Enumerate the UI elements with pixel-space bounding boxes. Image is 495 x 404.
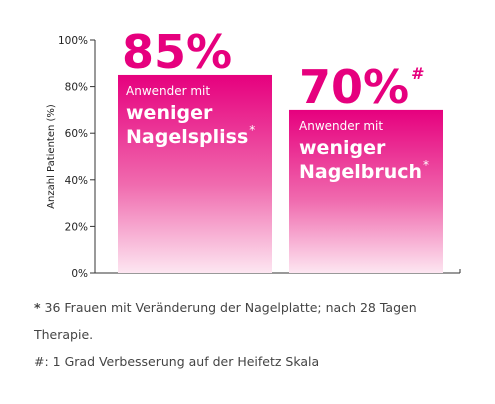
y-axis-title: Anzahl Patienten (%) bbox=[46, 104, 57, 209]
bar-label-mark-2: * bbox=[423, 158, 429, 172]
footnote-1-mark: * bbox=[34, 300, 41, 315]
bar-label-big1-1: weniger bbox=[126, 102, 213, 124]
bar-value-label-2: 70% # bbox=[299, 60, 425, 114]
bar-2 bbox=[289, 109, 443, 274]
y-tick-label-2: 40% bbox=[65, 175, 88, 187]
bar-value-mark-2: # bbox=[411, 64, 424, 83]
bar-label-small-2: Anwender mit bbox=[299, 119, 383, 133]
y-tick-label-4: 80% bbox=[65, 82, 88, 94]
bar-label-big1-2: weniger bbox=[299, 137, 386, 159]
bar-chart: 0% 20% 40% 60% 80% 100% Anzahl Patienten (%) 8… bbox=[46, 25, 461, 280]
bar-label-small-1: Anwender mit bbox=[126, 84, 210, 98]
bar-1 bbox=[118, 74, 272, 273]
footnote-1: * 36 Frauen mit Veränderung der Nagelpla… bbox=[34, 294, 474, 348]
y-tick-label-0: 0% bbox=[71, 268, 88, 280]
y-tick-label-1: 20% bbox=[65, 221, 88, 233]
y-tick-label-3: 60% bbox=[65, 128, 88, 140]
bar-value-label-1: 85% bbox=[122, 25, 232, 79]
footnotes: * 36 Frauen mit Veränderung der Nagelpla… bbox=[34, 294, 474, 375]
bar-label-big2-1: Nagelspliss* bbox=[126, 123, 255, 148]
bar-label-mark-1: * bbox=[249, 123, 255, 137]
footnote-2: #: 1 Grad Verbesserung auf der Heifetz S… bbox=[34, 354, 320, 369]
y-tick-label-5: 100% bbox=[58, 35, 88, 47]
footnote-1-text: 36 Frauen mit Veränderung der Nagelplatt… bbox=[34, 300, 417, 342]
bar-label-big2-2: Nagelbruch* bbox=[299, 158, 429, 183]
